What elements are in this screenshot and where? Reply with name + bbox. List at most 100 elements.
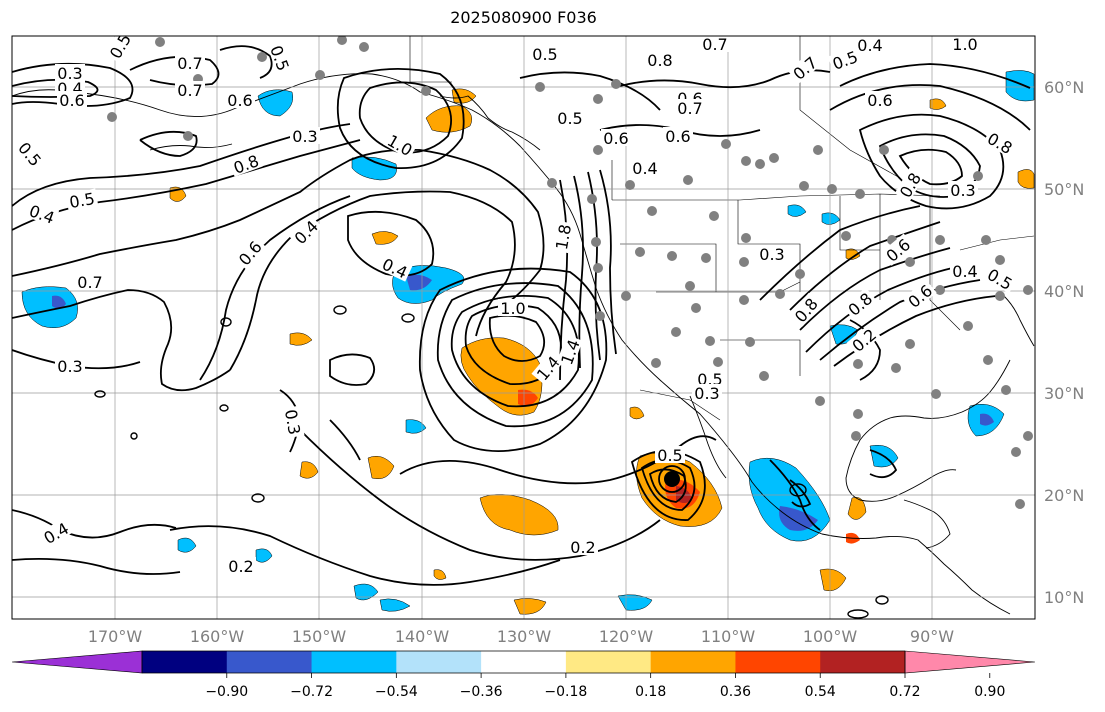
contour-label-text: 0.5: [14, 138, 45, 170]
station-marker: [827, 184, 837, 194]
station-marker: [705, 336, 715, 346]
contour-label-text: 0.6: [904, 281, 936, 312]
contour-label-bg: [38, 517, 73, 548]
contour-label: 0.8: [983, 127, 1018, 158]
contour-label-bg: [289, 215, 323, 249]
positive-anomaly-region: [518, 389, 538, 406]
contour-label-text: 1.0: [500, 299, 525, 318]
latitude-label: 60°N: [1044, 78, 1084, 97]
contour-label-text: 0.8: [647, 51, 672, 70]
contour-label-bg: [983, 127, 1018, 158]
station-marker: [337, 36, 347, 45]
contour-label-bg: [104, 36, 135, 63]
contour-label-text: 0.3: [759, 245, 784, 264]
station-marker: [683, 175, 693, 185]
contour-label-bg: [530, 45, 560, 62]
contour-label: 0.8: [894, 167, 925, 202]
contour-label-bg: [692, 384, 722, 401]
station-marker: [155, 37, 165, 47]
contour-label-text: 0.6: [59, 91, 84, 110]
map-title: 2025080900 F036: [450, 8, 597, 27]
station-marker: [257, 52, 267, 62]
contour-label-bg: [695, 370, 725, 387]
station-marker: [651, 358, 661, 368]
contour-label-bg: [290, 127, 320, 144]
contour-label-bg: [700, 36, 730, 52]
colorbar-tick-label: −0.36: [460, 684, 503, 700]
contour-label-bg: [555, 109, 585, 126]
station-marker: [611, 79, 621, 89]
longitude-label: 90°W: [910, 627, 954, 646]
negative-anomaly-region: [405, 419, 427, 434]
contour-label-bg: [233, 235, 266, 270]
contour-label-bg: [950, 262, 980, 279]
contour-label-text: 0.8: [791, 294, 822, 326]
station-marker: [755, 159, 765, 169]
positive-anomaly-region: [479, 494, 559, 536]
station-marker: [591, 237, 601, 247]
small-contours: [94, 305, 889, 619]
contour-label-bg: [568, 538, 598, 555]
negative-anomaly-region: [406, 274, 432, 291]
station-marker: [635, 247, 645, 257]
station-marker: [995, 255, 1005, 265]
contour-label: 0.6: [865, 91, 895, 110]
positive-anomaly-region: [513, 598, 547, 615]
contour-label: 0.4: [25, 200, 60, 228]
contour-label-bg: [950, 36, 980, 52]
negative-anomaly-region: [779, 506, 818, 531]
contour-label-bg: [531, 350, 564, 385]
contour-label: 0.5: [14, 136, 47, 171]
contour-label: 0.6: [601, 129, 631, 148]
positive-anomaly-region: [451, 88, 477, 104]
contour-label: 0.6: [902, 279, 937, 312]
positive-anomaly-region: [371, 231, 399, 245]
contour-label-text: 0.6: [235, 237, 266, 269]
contour-label: 1.8: [551, 220, 575, 254]
cyclone-center: [658, 465, 686, 493]
contour-label-text: 1.0: [952, 35, 977, 54]
contour-label: 0.6: [225, 91, 255, 110]
longitude-label: 170°W: [88, 627, 143, 646]
longitude-labels: 170°W 160°W 150°W 140°W 130°W 120°W 110°W 100°W…: [88, 627, 954, 646]
contour-label-bg: [842, 287, 877, 320]
contour-label: 0.4: [38, 517, 73, 548]
colorbar-tick-label: 0.90: [974, 684, 1005, 700]
contour-label-text: 0.7: [177, 54, 202, 73]
colorbar-tick-label: −0.90: [205, 684, 248, 700]
contour-label-bg: [383, 129, 418, 160]
positive-anomaly-region: [1017, 169, 1035, 189]
negative-anomaly-region: [255, 548, 273, 563]
station-marker: [107, 112, 117, 122]
station-marker: [535, 82, 545, 92]
colorbar-tick-label: 0.36: [720, 684, 751, 700]
station-marker: [593, 94, 603, 104]
contour-lines: [12, 45, 1031, 586]
contour-label: 0.4: [950, 262, 980, 281]
contour-label-bg: [846, 323, 881, 356]
contour-label: 0.7: [175, 54, 205, 73]
station-marker: [667, 251, 677, 261]
contour-label-text: 0.5: [532, 45, 557, 64]
contour-label-bg: [14, 136, 47, 171]
station-marker: [621, 291, 631, 301]
contour-label-text: 0.5: [657, 446, 682, 465]
contour-label-bg: [880, 233, 915, 266]
positive-anomaly-region: [629, 406, 645, 420]
contour-label-bg: [645, 51, 675, 68]
coastlines: [12, 73, 1035, 615]
station-marker: [1023, 285, 1033, 295]
contour-label: 0.7: [675, 99, 705, 118]
contour-label-bg: [789, 292, 822, 327]
longitude-label: 100°W: [803, 627, 858, 646]
station-marker: [587, 194, 597, 204]
contour-labels: 0.30.40.60.50.7 0.50.70.60.50.51.00.40.5 0…: [14, 35, 1018, 576]
colorbar-tick-label: −0.18: [544, 684, 587, 700]
contour-label-bg: [601, 129, 631, 146]
contour-label-bg: [228, 150, 263, 177]
contour-label: 1.0: [383, 129, 418, 160]
station-marker: [769, 153, 779, 163]
station-marker: [713, 357, 723, 367]
contour-label-text: 0.7: [702, 35, 727, 54]
contour-label: 1.0: [498, 299, 528, 318]
